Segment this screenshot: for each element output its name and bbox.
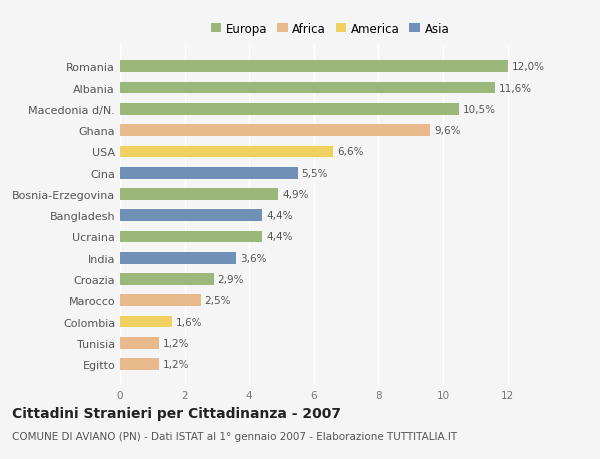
Bar — [120, 295, 201, 307]
Bar — [120, 62, 508, 73]
Text: 2,9%: 2,9% — [218, 274, 244, 285]
Bar — [120, 146, 333, 158]
Text: 2,5%: 2,5% — [205, 296, 231, 306]
Text: 10,5%: 10,5% — [463, 105, 496, 115]
Text: 1,2%: 1,2% — [163, 338, 189, 348]
Text: 1,6%: 1,6% — [176, 317, 202, 327]
Text: 4,9%: 4,9% — [282, 190, 308, 200]
Text: 11,6%: 11,6% — [499, 84, 532, 93]
Legend: Europa, Africa, America, Asia: Europa, Africa, America, Asia — [206, 18, 454, 40]
Bar — [120, 189, 278, 200]
Text: COMUNE DI AVIANO (PN) - Dati ISTAT al 1° gennaio 2007 - Elaborazione TUTTITALIA.: COMUNE DI AVIANO (PN) - Dati ISTAT al 1°… — [12, 431, 457, 442]
Text: 4,4%: 4,4% — [266, 211, 293, 221]
Text: 5,5%: 5,5% — [302, 168, 328, 178]
Text: 9,6%: 9,6% — [434, 126, 461, 136]
Bar — [120, 104, 459, 116]
Bar — [120, 274, 214, 285]
Bar — [120, 358, 159, 370]
Bar — [120, 210, 262, 222]
Bar — [120, 337, 159, 349]
Text: 12,0%: 12,0% — [512, 62, 545, 72]
Bar — [120, 125, 430, 137]
Bar — [120, 252, 236, 264]
Bar — [120, 168, 298, 179]
Text: 6,6%: 6,6% — [337, 147, 364, 157]
Text: 4,4%: 4,4% — [266, 232, 293, 242]
Text: 3,6%: 3,6% — [240, 253, 266, 263]
Bar — [120, 83, 495, 94]
Bar — [120, 231, 262, 243]
Text: Cittadini Stranieri per Cittadinanza - 2007: Cittadini Stranieri per Cittadinanza - 2… — [12, 406, 341, 420]
Bar — [120, 316, 172, 328]
Text: 1,2%: 1,2% — [163, 359, 189, 369]
